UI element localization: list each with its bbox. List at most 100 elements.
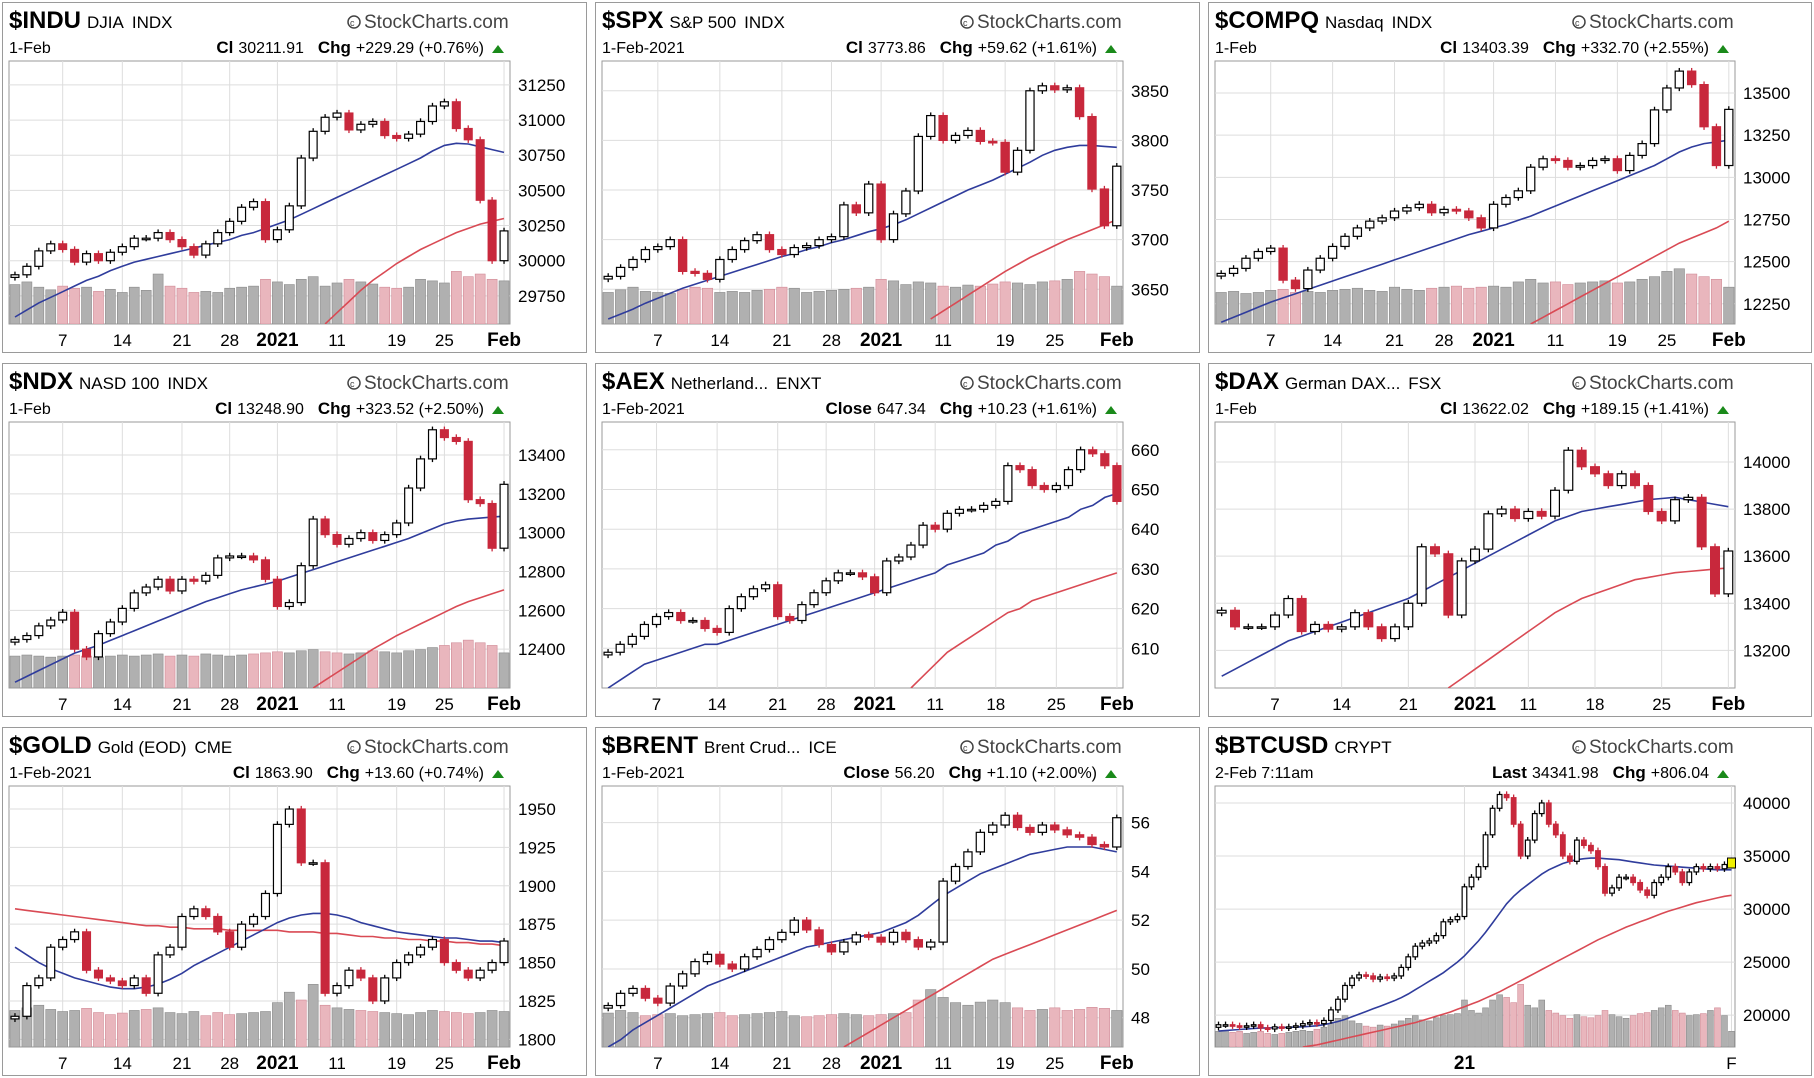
candle bbox=[1025, 87, 1035, 154]
candle-body bbox=[1403, 602, 1414, 628]
candle-body bbox=[213, 231, 223, 245]
volume-bar bbox=[307, 984, 319, 1047]
volume-bar bbox=[850, 287, 862, 324]
candle-body bbox=[1099, 843, 1110, 848]
candle-body bbox=[1447, 919, 1454, 923]
ma-long-line bbox=[14, 908, 505, 947]
candle-body bbox=[463, 969, 473, 979]
candle-body bbox=[942, 512, 952, 530]
candle bbox=[1012, 147, 1023, 176]
candle bbox=[1588, 842, 1594, 854]
volume-bar bbox=[1611, 282, 1623, 324]
candle bbox=[1538, 155, 1548, 171]
candle bbox=[1683, 494, 1694, 503]
volume-bar bbox=[81, 286, 92, 324]
candle bbox=[1363, 609, 1374, 630]
candle-body bbox=[603, 651, 613, 656]
change-up-arrow-icon bbox=[492, 770, 504, 778]
volume-bar bbox=[212, 654, 224, 688]
volume-bar bbox=[1074, 271, 1086, 324]
y-tick-label: 30750 bbox=[518, 146, 565, 165]
candle bbox=[1595, 847, 1601, 870]
candle-body bbox=[368, 532, 378, 542]
candle bbox=[1419, 939, 1426, 950]
candle-body bbox=[499, 230, 509, 262]
candle bbox=[839, 938, 849, 956]
candle-body bbox=[1327, 245, 1338, 259]
chart-panel-btcusd[interactable]: $BTCUSD CRYPT c StockCharts.com 2-Feb 7:11am… bbox=[1208, 727, 1812, 1076]
candle-body bbox=[1468, 876, 1475, 888]
volume-bar bbox=[937, 997, 949, 1047]
candle bbox=[380, 974, 390, 1005]
volume-bar bbox=[1306, 1031, 1314, 1047]
candle bbox=[1426, 937, 1433, 947]
volume-bar bbox=[962, 1004, 974, 1047]
candle bbox=[189, 243, 199, 259]
candle bbox=[938, 112, 948, 144]
candle bbox=[177, 576, 187, 595]
chart-panel-aex[interactable]: $AEX Netherland... ENXT c StockCharts.com 1-F… bbox=[595, 363, 1200, 717]
candle bbox=[1658, 874, 1665, 886]
x-tick-label: Feb bbox=[1100, 694, 1134, 715]
volume-bar bbox=[1376, 291, 1388, 324]
candle-body bbox=[93, 253, 104, 262]
candle-body bbox=[1278, 1026, 1285, 1029]
y-tick-label: 660 bbox=[1131, 441, 1159, 460]
x-tick-label: 11 bbox=[934, 331, 952, 350]
candle bbox=[1283, 595, 1294, 619]
candle-body bbox=[760, 584, 771, 590]
candle-body bbox=[225, 931, 235, 948]
candle-body bbox=[1278, 247, 1288, 281]
volume-bar bbox=[1608, 1014, 1616, 1047]
chart-panel-dax[interactable]: $DAX German DAX... FSX c StockCharts.com 1-Fe… bbox=[1208, 363, 1812, 717]
candle bbox=[938, 877, 948, 946]
candle-body bbox=[1643, 484, 1654, 513]
candle-body bbox=[1724, 108, 1734, 167]
chart-date: 1-Feb-2021 bbox=[602, 765, 685, 782]
candle-body bbox=[748, 588, 759, 598]
candle bbox=[1099, 185, 1110, 229]
candle bbox=[1649, 106, 1660, 147]
candle-body bbox=[308, 862, 318, 865]
chart-panel-brent[interactable]: $BRENT Brent Crud... ICE c StockCharts.com 1-… bbox=[595, 727, 1200, 1076]
candle bbox=[1216, 270, 1226, 280]
chart-panel-gold[interactable]: $GOLD Gold (EOD) CME c StockCharts.com 1-Feb-… bbox=[2, 727, 587, 1076]
volume-bar bbox=[69, 654, 80, 688]
candle bbox=[1062, 84, 1072, 93]
chart-panel-ndx[interactable]: $NDX NASD 100 INDX c StockCharts.com 1-Feb +32… bbox=[2, 363, 587, 717]
candle-body bbox=[764, 939, 775, 951]
x-tick-label: 25 bbox=[435, 1054, 454, 1073]
chart-panel-spx[interactable]: $SPX S&P 500 INDX c StockCharts.com 1-Feb-202… bbox=[595, 2, 1200, 353]
candle-body bbox=[475, 969, 485, 979]
volume-bar bbox=[1314, 292, 1326, 324]
plot-content bbox=[1215, 67, 1735, 324]
chart-panel-compq[interactable]: $COMPQ Nasdaq INDX c StockCharts.com 1-Feb +33… bbox=[1208, 2, 1812, 353]
volume-bar bbox=[1236, 1031, 1243, 1047]
candle bbox=[332, 982, 342, 997]
candle bbox=[876, 934, 886, 946]
volume-bar bbox=[236, 286, 247, 324]
volume-bar bbox=[615, 289, 627, 324]
candle bbox=[1707, 863, 1714, 872]
volume-bar bbox=[439, 645, 450, 688]
candle-body bbox=[1256, 626, 1267, 629]
ma-long-line bbox=[1447, 567, 1729, 688]
change-up-arrow-icon bbox=[1105, 406, 1117, 414]
candle bbox=[427, 102, 438, 125]
candle-body bbox=[1662, 87, 1672, 111]
candle-body bbox=[1088, 449, 1098, 455]
candle-body bbox=[451, 101, 461, 130]
candle-body bbox=[1050, 85, 1060, 91]
volume-bar bbox=[776, 286, 788, 324]
candle bbox=[1637, 879, 1644, 894]
candle-body bbox=[248, 555, 259, 561]
volume-bar bbox=[1475, 1012, 1482, 1047]
chart-price-label: Close bbox=[843, 763, 889, 782]
candle bbox=[1433, 932, 1440, 945]
chart-panel-indu[interactable]: $INDU DJIA INDX c StockCharts.com 1-Feb +229.2… bbox=[2, 2, 587, 353]
volume-bar bbox=[260, 278, 271, 324]
chart-price: 13403.39 bbox=[1462, 40, 1529, 57]
candle-body bbox=[906, 544, 916, 558]
candle bbox=[979, 502, 989, 513]
candle-body bbox=[1587, 159, 1598, 167]
